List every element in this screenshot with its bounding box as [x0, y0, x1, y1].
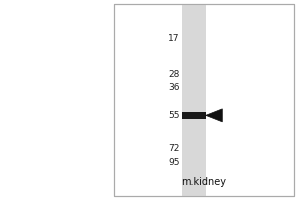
Text: 95: 95 [168, 158, 179, 167]
Bar [114, 4, 294, 196]
Polygon shape [206, 109, 222, 122]
Text: 36: 36 [168, 83, 179, 92]
Text: m.kidney: m.kidney [182, 177, 226, 187]
Bar [114, 4, 294, 196]
Bar [182, 112, 206, 119]
Text: 17: 17 [168, 34, 179, 43]
Text: 72: 72 [168, 144, 179, 153]
Text: 28: 28 [168, 70, 179, 79]
Bar [182, 4, 206, 196]
Text: 55: 55 [168, 111, 179, 120]
